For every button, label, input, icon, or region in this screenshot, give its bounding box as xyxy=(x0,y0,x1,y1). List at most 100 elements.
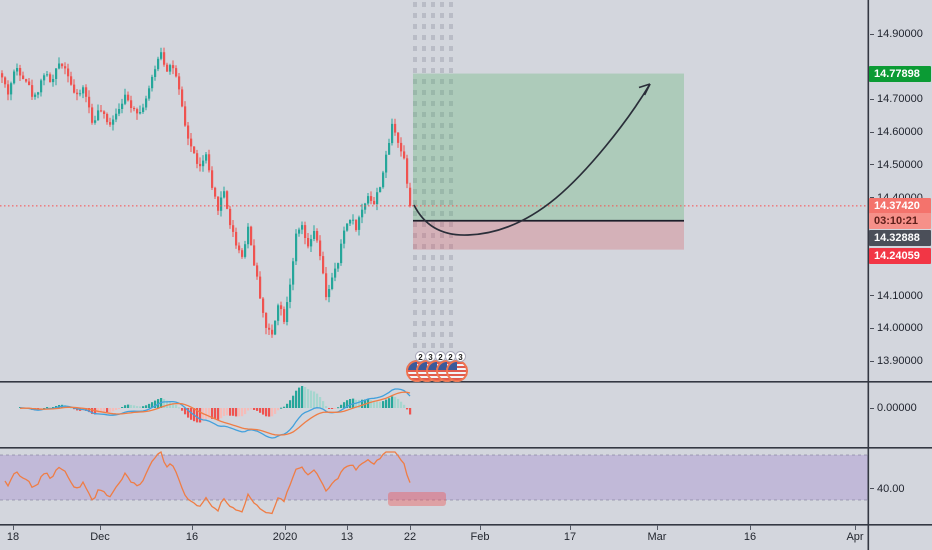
time-label: 2020 xyxy=(272,531,298,543)
candle-body xyxy=(379,187,382,193)
candle-body xyxy=(76,92,79,95)
candle-body xyxy=(61,63,64,67)
macd-histogram-bar xyxy=(223,408,226,416)
price-tick-label: 14.50000 xyxy=(870,159,923,171)
loss-zone[interactable] xyxy=(413,220,684,250)
candle-body xyxy=(214,187,217,197)
price-tick-label: 14.60000 xyxy=(870,126,923,138)
time-label: 17 xyxy=(563,531,577,543)
candle-body xyxy=(37,92,40,95)
candle-body xyxy=(46,74,49,76)
candle-body xyxy=(40,80,43,93)
macd-histogram-bar xyxy=(118,408,121,409)
macd-histogram-bar xyxy=(343,402,346,408)
macd-histogram-bar xyxy=(349,399,352,408)
price-badge-target: 14.77898 xyxy=(869,65,931,82)
macd-histogram-bar xyxy=(358,399,361,408)
time-label: Apr xyxy=(846,531,864,543)
candle-body xyxy=(103,111,106,114)
macd-histogram-bar xyxy=(310,390,313,408)
macd-histogram-bar xyxy=(376,401,379,408)
candle-body xyxy=(178,76,181,90)
candle-body xyxy=(4,77,7,85)
candle-body xyxy=(52,79,55,83)
candle-body xyxy=(226,191,229,209)
time-tick xyxy=(192,525,193,530)
candle-body xyxy=(184,106,187,126)
candle-body xyxy=(220,197,223,211)
candle-body xyxy=(241,250,244,257)
pane-separator-macd-top[interactable] xyxy=(0,381,932,383)
price-scale[interactable]: 14.9000014.7000014.6000014.5000014.40000… xyxy=(868,0,932,525)
time-tick xyxy=(750,525,751,530)
candle-body xyxy=(97,110,100,121)
candle-body xyxy=(403,151,406,159)
candle-body xyxy=(295,233,298,262)
candle-body xyxy=(148,88,151,99)
candle-body xyxy=(238,245,241,251)
pane-separator-rsi-top[interactable] xyxy=(0,447,932,449)
candle-body xyxy=(328,289,331,298)
candle-body xyxy=(310,239,313,247)
macd-histogram-bar xyxy=(235,408,238,417)
candle-body xyxy=(64,66,67,69)
time-label: Mar xyxy=(647,531,667,543)
candle-body xyxy=(358,217,361,230)
macd-histogram-bar xyxy=(322,401,325,408)
macd-histogram-bar xyxy=(121,407,124,408)
macd-histogram-bar xyxy=(100,408,103,413)
macd-line xyxy=(19,388,411,439)
macd-histogram-bar xyxy=(112,408,115,412)
macd-histogram-bar xyxy=(256,408,259,411)
projection-arrow-curve[interactable] xyxy=(413,83,651,236)
candle-body xyxy=(136,109,139,114)
candle-body xyxy=(397,132,400,143)
macd-histogram-bar xyxy=(163,399,166,408)
candle-body xyxy=(376,192,379,205)
macd-histogram-bar xyxy=(232,408,235,416)
candle-body xyxy=(244,244,247,257)
time-scale[interactable]: 18 Dec 16 2020 13 22 Feb 17 Mar 16 Apr xyxy=(0,525,932,550)
macd-histogram-bar xyxy=(208,408,211,419)
candle-body xyxy=(73,84,76,93)
candle-body xyxy=(22,75,25,80)
candle-body xyxy=(157,58,160,70)
macd-histogram-bar xyxy=(91,408,94,414)
candle-body xyxy=(190,138,193,147)
candle-body xyxy=(211,170,214,188)
macd-histogram-bar xyxy=(361,399,364,408)
rsi-alert-highlight[interactable] xyxy=(388,492,446,506)
profit-zone[interactable] xyxy=(413,73,684,221)
macd-histogram-bar xyxy=(280,407,283,409)
time-label: 18 xyxy=(6,531,20,543)
macd-histogram-bar xyxy=(211,408,214,419)
macd-histogram-bar xyxy=(268,408,271,417)
candle-body xyxy=(100,110,103,112)
candle-body xyxy=(274,320,277,335)
candle-body xyxy=(67,68,70,77)
candle-body xyxy=(367,196,370,204)
macd-histogram-bar xyxy=(259,408,262,413)
macd-histogram-bar xyxy=(409,408,412,415)
candle-body xyxy=(340,243,343,264)
candle-body xyxy=(364,203,367,210)
candlestick-series xyxy=(1,47,412,338)
macd-histogram-bar xyxy=(196,408,199,423)
candle-body xyxy=(139,112,142,114)
time-axis-border xyxy=(0,524,932,526)
macd-histogram-bar xyxy=(337,407,340,409)
time-tick xyxy=(285,525,286,530)
candle-body xyxy=(298,229,301,234)
candle-body xyxy=(349,220,352,224)
macd-signal-line xyxy=(19,391,411,436)
candle-body xyxy=(253,245,256,266)
candle-body xyxy=(19,68,22,76)
time-tick xyxy=(480,525,481,530)
macd-histogram-bar xyxy=(106,408,109,413)
macd-histogram-bar xyxy=(334,408,337,409)
macd-histogram-bar xyxy=(295,390,298,408)
candle-body xyxy=(169,65,172,72)
candle-body xyxy=(325,273,328,298)
candle-body xyxy=(382,172,385,188)
